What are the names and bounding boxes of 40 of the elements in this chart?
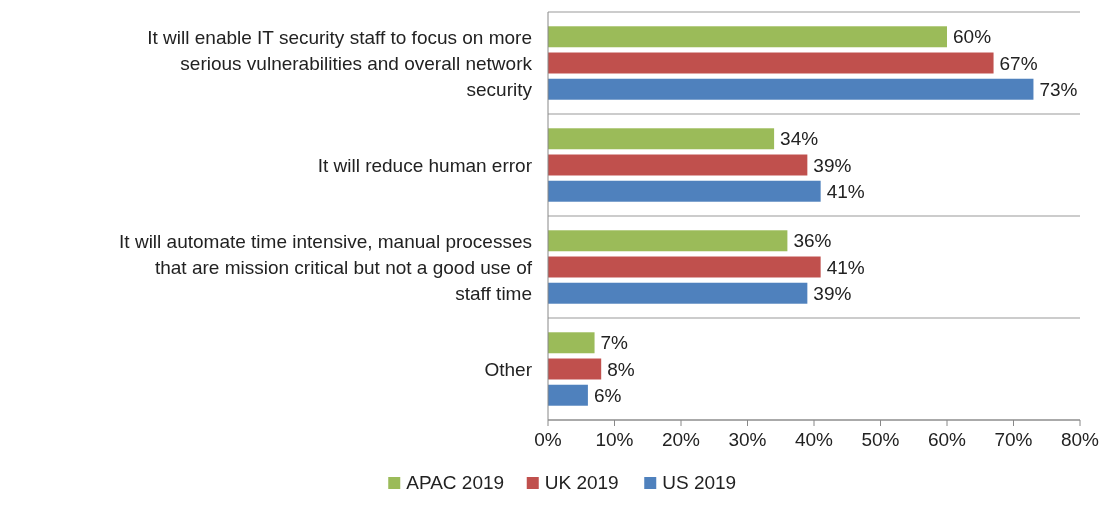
x-tick-label: 10% xyxy=(595,429,634,450)
x-tick-label: 20% xyxy=(661,429,701,450)
x-tick-label: 40% xyxy=(794,429,834,450)
data-label: 60% xyxy=(953,26,992,48)
data-label: 39% xyxy=(813,282,852,304)
legend-label: US 2019 xyxy=(662,472,737,493)
bar xyxy=(548,180,821,202)
bar xyxy=(548,358,602,380)
y-tick-label: Other xyxy=(484,358,533,380)
data-label: 36% xyxy=(793,230,832,252)
y-tick-label: It will reduce human error xyxy=(317,154,533,176)
bar xyxy=(548,26,947,48)
data-label: 41% xyxy=(826,256,865,278)
data-label: 73% xyxy=(1039,78,1078,100)
bar xyxy=(548,384,588,406)
legend-label: APAC 2019 xyxy=(406,472,505,493)
data-label: 39% xyxy=(813,154,852,176)
bar xyxy=(548,230,788,252)
bar xyxy=(548,154,808,176)
bar xyxy=(548,52,994,74)
x-tick-label: 0% xyxy=(534,429,562,450)
x-tick-label: 50% xyxy=(861,429,900,450)
legend-label: UK 2019 xyxy=(544,472,619,493)
y-tick-label: It will enable IT security staff to focus on more serious vulnerabilities and overall network security xyxy=(147,26,533,100)
bar xyxy=(548,78,1034,100)
x-tick-label: 80% xyxy=(1060,429,1100,450)
data-label: 34% xyxy=(780,128,819,150)
bar xyxy=(548,256,821,278)
y-tick-label: It will automate time intensive, manual processes that are mission critical but not a good use of staff time xyxy=(119,230,533,304)
x-tick-label: 70% xyxy=(994,429,1033,450)
bar xyxy=(548,128,775,150)
bar xyxy=(548,282,808,304)
data-label: 8% xyxy=(607,358,635,380)
data-label: 6% xyxy=(593,384,622,406)
bar xyxy=(548,332,595,354)
data-label: 7% xyxy=(600,332,629,354)
x-tick-label: 30% xyxy=(728,429,767,450)
data-label: 67% xyxy=(999,52,1038,74)
data-label: 41% xyxy=(826,180,865,202)
x-tick-label: 60% xyxy=(927,429,967,450)
